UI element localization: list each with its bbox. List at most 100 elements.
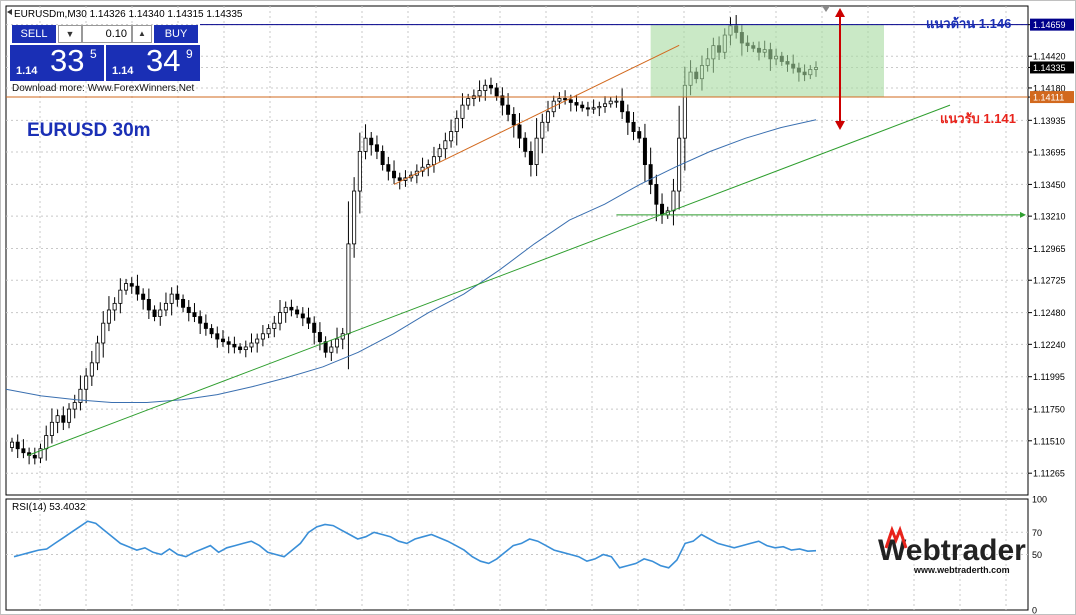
candle-body bbox=[72, 402, 77, 410]
lot-dropdown-button[interactable]: ▼ bbox=[58, 25, 82, 43]
candle bbox=[449, 119, 454, 148]
buy-price-box[interactable]: 1.14 34 9 bbox=[106, 43, 200, 81]
sell-price-box[interactable]: 1.14 33 5 bbox=[10, 43, 104, 81]
rsi-label: RSI(14) 53.4032 bbox=[12, 502, 86, 513]
buy-button[interactable]: BUY bbox=[154, 25, 198, 43]
candle bbox=[135, 274, 140, 301]
arrow-up-icon bbox=[835, 8, 845, 17]
candle bbox=[21, 439, 26, 459]
candle-body bbox=[272, 322, 277, 329]
candle bbox=[78, 375, 83, 411]
candle bbox=[141, 288, 146, 310]
rsi-subwindow[interactable]: 100 70 50 0 RSI(14) 53.4032 Webtraderwww.webt… bbox=[5, 495, 1047, 615]
candle bbox=[517, 113, 522, 149]
candle bbox=[300, 307, 305, 327]
candle bbox=[203, 314, 208, 336]
candle bbox=[306, 307, 311, 330]
y-tick-label: 1.14111 bbox=[1033, 93, 1064, 103]
rsi-tick-label: 50 bbox=[1032, 550, 1042, 560]
candle bbox=[363, 124, 368, 160]
candle bbox=[466, 93, 471, 110]
candle bbox=[585, 101, 590, 117]
candle bbox=[631, 111, 636, 141]
candle bbox=[654, 174, 659, 222]
candle bbox=[112, 297, 117, 321]
candle bbox=[329, 339, 334, 361]
candle-body bbox=[203, 322, 208, 329]
candle-body bbox=[9, 441, 14, 448]
candle-body bbox=[243, 346, 248, 351]
candle bbox=[580, 101, 585, 112]
ascending-line[interactable] bbox=[393, 44, 680, 185]
candle-body bbox=[591, 107, 596, 110]
candle-body bbox=[477, 90, 482, 97]
candle-body bbox=[44, 435, 49, 450]
candle-body bbox=[363, 137, 368, 152]
candle bbox=[648, 147, 653, 195]
candle bbox=[186, 300, 191, 322]
candle bbox=[637, 126, 642, 143]
candle-body bbox=[277, 312, 282, 324]
collapse-icon bbox=[7, 9, 12, 15]
candle-body bbox=[118, 289, 123, 304]
y-tick-label: 1.14180 bbox=[1033, 83, 1066, 93]
candle-body bbox=[597, 106, 602, 109]
candle bbox=[437, 143, 442, 162]
candle bbox=[323, 336, 328, 358]
candle-body bbox=[21, 448, 26, 454]
lot-stepper[interactable]: ▲ bbox=[132, 25, 152, 43]
candle bbox=[477, 80, 482, 102]
consolidation-zone bbox=[650, 24, 884, 98]
candle bbox=[260, 325, 265, 347]
candle-body bbox=[49, 421, 54, 436]
candle-body bbox=[163, 302, 168, 311]
candle-body bbox=[238, 346, 243, 351]
candle bbox=[574, 94, 579, 112]
candle bbox=[215, 326, 220, 348]
candle-body bbox=[568, 99, 573, 103]
y-tick-label: 1.14420 bbox=[1033, 52, 1066, 62]
candle-body bbox=[146, 298, 151, 311]
candle-body bbox=[574, 102, 579, 106]
sell-button[interactable]: SELL bbox=[12, 25, 56, 43]
candle-body bbox=[38, 448, 43, 459]
candle bbox=[220, 330, 225, 347]
candle-body bbox=[152, 309, 157, 317]
candle-body bbox=[454, 117, 459, 132]
candle-body bbox=[466, 98, 471, 106]
candle-body bbox=[300, 313, 305, 319]
candle-body bbox=[437, 148, 442, 158]
candle-body bbox=[608, 100, 613, 105]
candle bbox=[169, 287, 174, 316]
candle-body bbox=[289, 306, 294, 311]
candle-body bbox=[101, 322, 106, 344]
buy-price-sup: 9 bbox=[186, 47, 193, 61]
candle-body bbox=[67, 408, 72, 423]
candle bbox=[106, 296, 111, 332]
moving-average-line bbox=[5, 119, 817, 403]
candle-body bbox=[494, 87, 499, 97]
candle-body bbox=[266, 328, 271, 335]
lot-size-input[interactable]: 0.10 bbox=[82, 25, 132, 43]
candle bbox=[289, 299, 294, 317]
candle bbox=[357, 132, 362, 214]
y-tick-label: 1.14335 bbox=[1033, 63, 1066, 73]
candle-body bbox=[198, 316, 203, 324]
candle-body bbox=[540, 121, 545, 139]
candle bbox=[335, 327, 340, 354]
uptrend-line[interactable] bbox=[27, 104, 951, 456]
y-tick-label: 1.14659 bbox=[1033, 20, 1066, 30]
candle-body bbox=[580, 104, 585, 109]
candle-body bbox=[631, 121, 636, 132]
candle bbox=[625, 104, 630, 135]
candle-body bbox=[443, 140, 448, 150]
rsi-tick-label: 100 bbox=[1032, 495, 1047, 505]
candle bbox=[500, 87, 505, 116]
candle bbox=[488, 77, 493, 95]
candle bbox=[84, 368, 89, 404]
candle-body bbox=[369, 137, 374, 146]
y-tick-label: 1.12725 bbox=[1033, 276, 1066, 286]
candle-body bbox=[557, 98, 562, 102]
